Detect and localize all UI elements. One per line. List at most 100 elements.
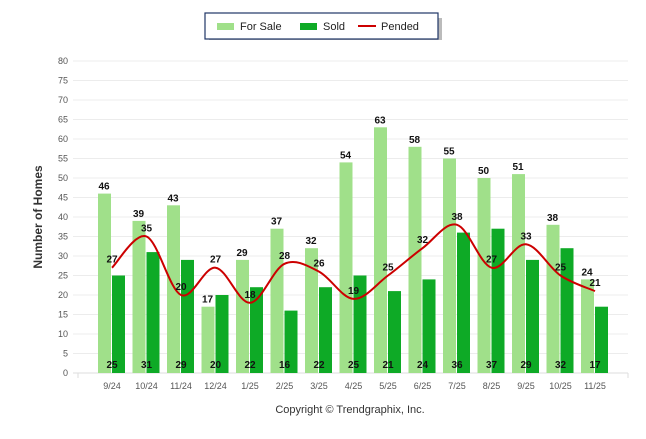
label-pended: 25 xyxy=(555,263,567,274)
label-sold: 29 xyxy=(175,360,187,371)
bar-for-sale xyxy=(443,158,456,373)
label-for-sale: 63 xyxy=(374,115,386,126)
label-for-sale: 37 xyxy=(271,217,283,228)
label-pended: 38 xyxy=(451,212,463,223)
y-tick-label: 50 xyxy=(58,173,68,183)
bar-sold xyxy=(112,275,125,373)
legend-label-sold: Sold xyxy=(323,21,345,33)
x-tick-label: 9/24 xyxy=(103,381,121,391)
label-pended: 27 xyxy=(486,255,498,266)
label-sold: 25 xyxy=(348,360,360,371)
bar-for-sale xyxy=(339,162,353,373)
y-tick-label: 15 xyxy=(58,310,68,320)
label-for-sale: 32 xyxy=(305,236,317,247)
label-pended: 27 xyxy=(210,255,222,266)
label-pended: 26 xyxy=(313,259,325,270)
y-axis-label: Number of Homes xyxy=(31,165,45,269)
label-pended: 28 xyxy=(279,251,291,262)
label-for-sale: 58 xyxy=(409,135,421,146)
label-for-sale: 38 xyxy=(547,213,559,224)
label-pended: 35 xyxy=(141,224,153,235)
bar-for-sale xyxy=(512,174,525,373)
bar-for-sale xyxy=(581,279,594,373)
legend-swatch-for-sale xyxy=(217,23,234,30)
legend-label-pended: Pended xyxy=(381,21,419,33)
label-pended: 27 xyxy=(106,255,118,266)
label-sold: 37 xyxy=(486,360,498,371)
label-pended: 21 xyxy=(589,278,601,289)
label-sold: 36 xyxy=(451,360,463,371)
x-tick-label: 11/25 xyxy=(584,381,606,391)
label-for-sale: 46 xyxy=(98,182,110,193)
x-tick-label: 6/25 xyxy=(414,381,432,391)
label-sold: 29 xyxy=(520,360,532,371)
label-sold: 25 xyxy=(106,360,118,371)
label-sold: 32 xyxy=(555,360,567,371)
bar-sold xyxy=(319,287,332,373)
label-for-sale: 39 xyxy=(133,209,145,220)
bar-sold xyxy=(353,275,367,373)
bar-for-sale xyxy=(546,224,560,373)
label-for-sale: 29 xyxy=(236,248,248,259)
y-tick-label: 75 xyxy=(58,76,68,86)
x-tick-label: 10/25 xyxy=(549,381,572,391)
x-tick-label: 10/24 xyxy=(135,381,158,391)
label-pended: 25 xyxy=(382,263,394,274)
y-tick-label: 60 xyxy=(58,134,68,144)
y-tick-label: 0 xyxy=(63,368,68,378)
x-tick-label: 4/25 xyxy=(345,381,363,391)
bar-for-sale xyxy=(167,205,180,373)
label-sold: 24 xyxy=(417,360,429,371)
x-tick-label: 9/25 xyxy=(517,381,535,391)
label-sold: 21 xyxy=(382,360,394,371)
label-for-sale: 24 xyxy=(581,267,593,278)
label-sold: 20 xyxy=(210,360,222,371)
x-axis-ticks: 9/24 10/24 11/24 12/24 1/25 2/25 3/25 4/25 5/25 6… xyxy=(77,373,629,391)
y-tick-label: 55 xyxy=(58,154,68,164)
bar-for-sale xyxy=(98,193,111,373)
label-for-sale: 43 xyxy=(167,193,179,204)
y-tick-label: 40 xyxy=(58,212,68,222)
bar-sold xyxy=(457,232,470,373)
bar-sold xyxy=(595,306,608,373)
bar-for-sale xyxy=(374,127,387,373)
label-sold: 31 xyxy=(141,360,153,371)
legend-label-for-sale: For Sale xyxy=(240,21,282,33)
pended-line xyxy=(111,223,596,304)
y-tick-label: 30 xyxy=(58,251,68,261)
bar-for-sale xyxy=(201,306,215,373)
x-tick-label: 11/24 xyxy=(170,381,192,391)
copyright-footer: Copyright © Trendgraphix, Inc. xyxy=(275,404,424,416)
label-for-sale: 54 xyxy=(340,150,352,161)
x-tick-label: 5/25 xyxy=(379,381,397,391)
bar-sold xyxy=(560,248,574,373)
bar-sold xyxy=(422,279,436,373)
label-for-sale: 55 xyxy=(443,147,455,158)
label-for-sale: 50 xyxy=(478,166,490,177)
bar-for-sale xyxy=(305,248,318,373)
label-pended: 18 xyxy=(244,290,256,301)
label-sold: 22 xyxy=(244,360,256,371)
label-pended: 20 xyxy=(175,282,187,293)
x-tick-label: 12/24 xyxy=(204,381,227,391)
bar-sold xyxy=(146,252,160,373)
label-for-sale: 51 xyxy=(512,162,524,173)
x-tick-label: 3/25 xyxy=(310,381,328,391)
label-for-sale: 17 xyxy=(202,295,214,306)
bar-for-sale xyxy=(132,220,146,373)
x-tick-label: 8/25 xyxy=(483,381,501,391)
label-pended: 32 xyxy=(417,235,429,246)
bar-sold xyxy=(388,291,401,373)
y-tick-label: 20 xyxy=(58,290,68,300)
bar-sold xyxy=(215,295,229,373)
y-tick-label: 25 xyxy=(58,271,68,281)
y-axis-ticks: 0 5 10 15 20 25 30 35 40 45 50 55 60 65 70 75 80 xyxy=(58,56,68,378)
bar-for-sale xyxy=(408,146,422,373)
y-tick-label: 45 xyxy=(58,193,68,203)
bar-sold xyxy=(250,287,263,373)
bar-sold xyxy=(284,310,298,373)
legend-swatch-sold xyxy=(300,23,317,30)
label-pended: 33 xyxy=(520,231,532,242)
x-tick-label: 7/25 xyxy=(448,381,466,391)
